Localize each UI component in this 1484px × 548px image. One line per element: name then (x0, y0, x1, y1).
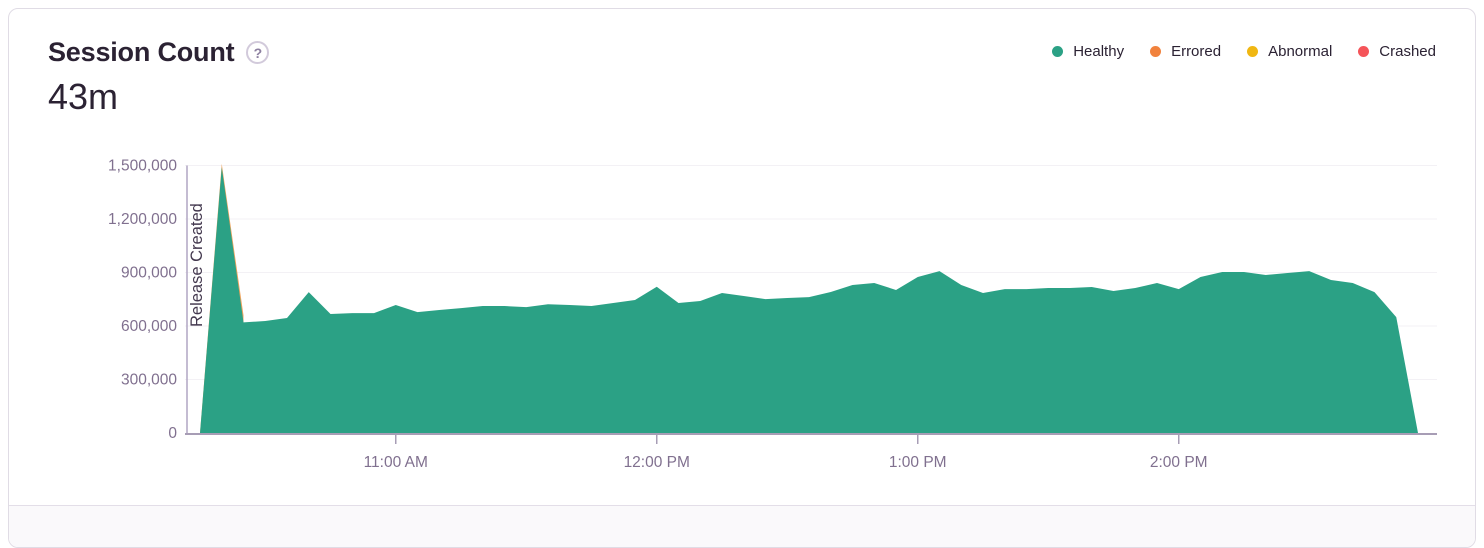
legend-item-healthy[interactable]: Healthy (1052, 43, 1124, 60)
help-icon[interactable]: ? (246, 41, 270, 64)
legend-label: Crashed (1379, 43, 1436, 60)
session-count-chart[interactable]: Release Created 11:00 AM 12:00 PM 1:00 PM 2:… (9, 9, 1475, 505)
page-title: Session Count (48, 37, 235, 67)
legend-item-abnormal[interactable]: Abnormal (1247, 43, 1332, 60)
x-axis-tick-label: 2:00 PM (1150, 454, 1208, 471)
y-axis-tick-label: 1,200,000 (108, 211, 177, 228)
y-axis-tick-label: 1,500,000 (108, 158, 177, 175)
panel-header: Session Count ? 43m (48, 37, 270, 118)
y-axis-tick-label: 900,000 (121, 265, 177, 282)
y-axis-tick-label: 300,000 (121, 372, 177, 389)
x-axis-tick-label: 11:00 AM (364, 454, 428, 471)
legend-label: Healthy (1073, 43, 1125, 60)
panel-footer (9, 505, 1475, 547)
legend-item-crashed[interactable]: Crashed (1358, 43, 1436, 60)
session-count-panel: Session Count ? 43m Healthy Errored Abnorm… (8, 8, 1476, 548)
x-axis-tick-label: 12:00 PM (624, 454, 690, 471)
legend-dot-errored (1150, 46, 1162, 57)
legend-label: Errored (1171, 43, 1222, 60)
legend-dot-crashed (1358, 46, 1370, 57)
healthy-area-series[interactable] (200, 167, 1418, 434)
legend-label: Abnormal (1268, 43, 1333, 60)
legend-item-errored[interactable]: Errored (1150, 43, 1221, 60)
y-axis-tick-label: 0 (168, 425, 177, 442)
y-axis-tick-label: 600,000 (121, 318, 177, 335)
x-axis-tick-label: 1:00 PM (889, 454, 947, 471)
chart-legend: Healthy Errored Abnormal Crashed (1052, 43, 1436, 60)
legend-dot-abnormal (1247, 46, 1259, 57)
legend-dot-healthy (1052, 46, 1064, 57)
release-created-label: Release Created (188, 203, 206, 327)
total-session-count: 43m (48, 76, 119, 117)
